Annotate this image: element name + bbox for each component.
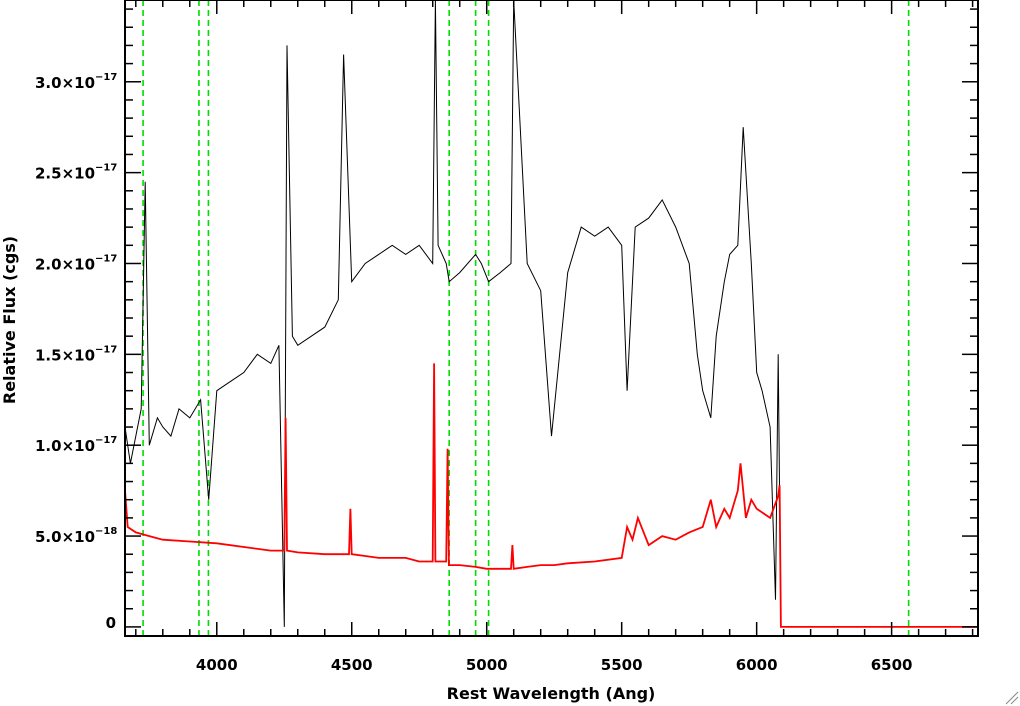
x-tick-label: 4000 — [196, 656, 238, 674]
x-tick-labels: 4000 4500 5000 5500 6000 6500 — [196, 656, 913, 674]
x-tick-label: 6000 — [736, 656, 778, 674]
x-axis-label: Rest Wavelength (Ang) — [447, 684, 656, 703]
y-tick-label-exponent: −17 — [95, 72, 117, 83]
y-tick-label-base: 1.0×10 — [35, 437, 95, 455]
y-tick-label-base: 2.5×10 — [35, 165, 95, 183]
y-tick-label: 2.0×10−17 — [35, 253, 117, 273]
x-tick-label: 5000 — [466, 656, 508, 674]
series-line-0 — [124, 0, 782, 627]
y-tick-label-base: 1.5×10 — [35, 346, 95, 364]
x-tick-label: 6500 — [871, 656, 913, 674]
y-tick-labels: 05.0×10−181.0×10−171.5×10−172.0×10−172.5… — [35, 72, 117, 632]
y-tick-label: 0 — [106, 614, 116, 632]
y-tick-label-exponent: −17 — [95, 163, 117, 174]
y-tick-label-base: 5.0×10 — [35, 528, 95, 546]
y-tick-label-base: 3.0×10 — [35, 74, 95, 92]
resize-grip-icon[interactable] — [1005, 691, 1019, 705]
y-tick-label: 3.0×10−17 — [35, 72, 117, 92]
series-layer — [124, 0, 978, 628]
y-tick-label-base: 2.0×10 — [35, 255, 95, 273]
axis-ticks — [125, 0, 978, 636]
y-axis-label: Relative Flux (cgs) — [0, 236, 19, 404]
y-tick-label-exponent: −17 — [95, 253, 117, 264]
x-tick-label: 4500 — [331, 656, 373, 674]
plot-frame — [124, 0, 979, 637]
y-tick-label-exponent: −18 — [95, 526, 117, 537]
y-tick-label-exponent: −17 — [95, 344, 117, 355]
y-tick-label: 1.5×10−17 — [35, 344, 117, 364]
y-tick-label: 1.0×10−17 — [35, 435, 117, 455]
x-tick-label: 5500 — [601, 656, 643, 674]
emission-line-markers — [142, 0, 910, 636]
y-tick-label: 5.0×10−18 — [35, 526, 117, 546]
series-line-1 — [124, 363, 978, 628]
y-tick-label: 2.5×10−17 — [35, 163, 117, 183]
y-tick-label-exponent: −17 — [95, 435, 117, 446]
